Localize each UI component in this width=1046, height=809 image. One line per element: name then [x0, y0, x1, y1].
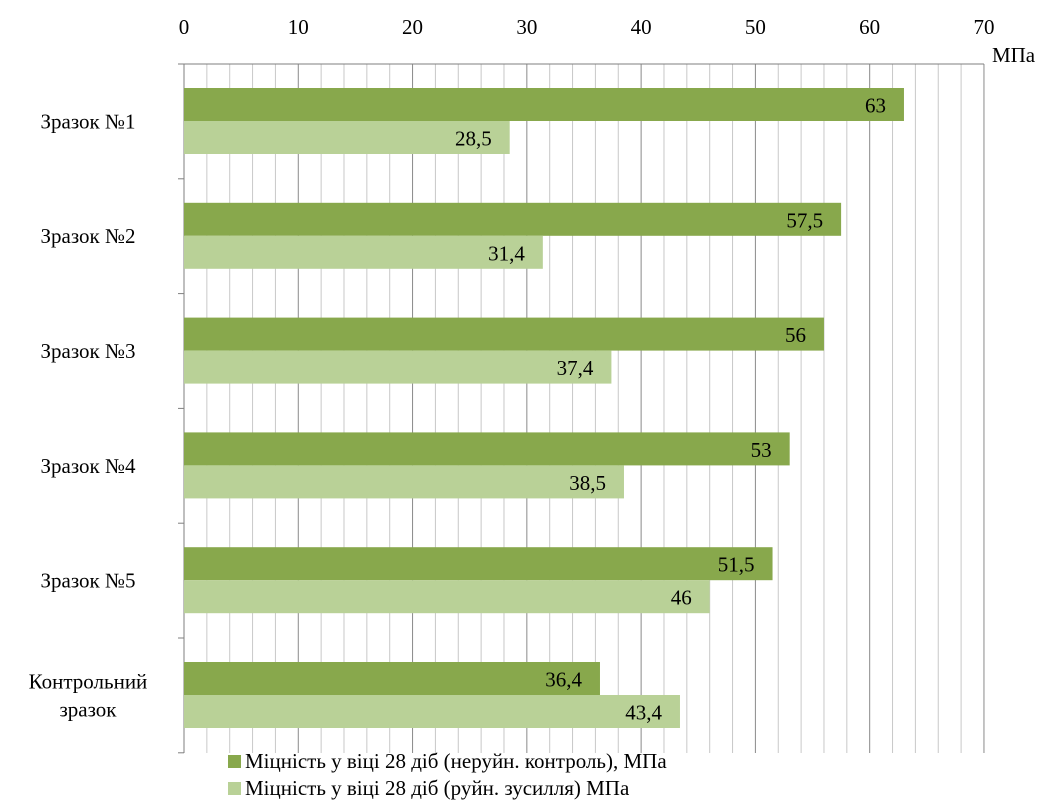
data-label: 31,4 — [488, 241, 525, 265]
x-tick-label: 50 — [745, 15, 766, 39]
bar — [184, 695, 680, 728]
category-label: Зразок №3 — [40, 339, 135, 363]
x-tick-label: 70 — [973, 15, 994, 39]
legend-label: Міцність у віці 28 діб (неруйн. контроль… — [245, 749, 667, 773]
bar — [184, 88, 904, 121]
category-label: Зразок №2 — [40, 224, 135, 248]
tick-labels: 0 10 20 30 40 50 60 70 — [179, 15, 995, 39]
bar — [184, 662, 600, 695]
data-labels: 63 28,5 57,5 31,4 56 37,4 53 38,5 51,5 46 36,4 43,4 — [455, 94, 886, 725]
category-label: Зразок №4 — [40, 454, 136, 478]
bars — [184, 88, 904, 728]
legend-swatch — [228, 782, 241, 795]
category-labels: Зразок №1 Зразок №2 Зразок №3 Зразок №4 Зраз… — [29, 109, 148, 721]
x-tick-label: 20 — [402, 15, 423, 39]
data-label: 51,5 — [718, 553, 755, 577]
x-tick-label: 40 — [631, 15, 652, 39]
bar — [184, 432, 790, 466]
x-tick-label: 30 — [516, 15, 537, 39]
category-label: Зразок №1 — [40, 109, 135, 133]
legend: Міцність у віці 28 діб (неруйн. контроль… — [228, 749, 667, 800]
data-label: 37,4 — [557, 356, 594, 380]
bar — [184, 350, 612, 384]
x-tick-label: 10 — [288, 15, 309, 39]
major-gridlines — [297, 64, 985, 753]
x-tick-label: 0 — [179, 15, 190, 39]
legend-swatch — [228, 755, 241, 768]
data-label: 28,5 — [455, 127, 492, 151]
data-label: 53 — [751, 438, 772, 462]
data-label: 56 — [785, 323, 806, 347]
category-label: Контрольний зразок — [29, 669, 148, 721]
legend-label: Міцність у віці 28 діб (руйн. зусилля) М… — [245, 776, 630, 800]
bar — [184, 202, 842, 236]
category-label: Зразок №5 — [40, 569, 135, 593]
bar — [184, 547, 773, 581]
unit-label: МПа — [992, 43, 1036, 67]
data-label: 36,4 — [545, 668, 582, 692]
bar — [184, 235, 543, 269]
minor-gridlines — [206, 64, 962, 753]
data-label: 57,5 — [786, 208, 823, 232]
x-tick-label: 60 — [859, 15, 880, 39]
bar — [184, 465, 624, 499]
data-label: 63 — [865, 94, 886, 118]
bar — [184, 317, 824, 351]
bar — [184, 580, 710, 614]
axis — [178, 63, 984, 754]
data-label: 38,5 — [569, 471, 606, 495]
data-label: 43,4 — [625, 701, 662, 725]
bar — [184, 121, 510, 154]
data-label: 46 — [671, 586, 692, 610]
